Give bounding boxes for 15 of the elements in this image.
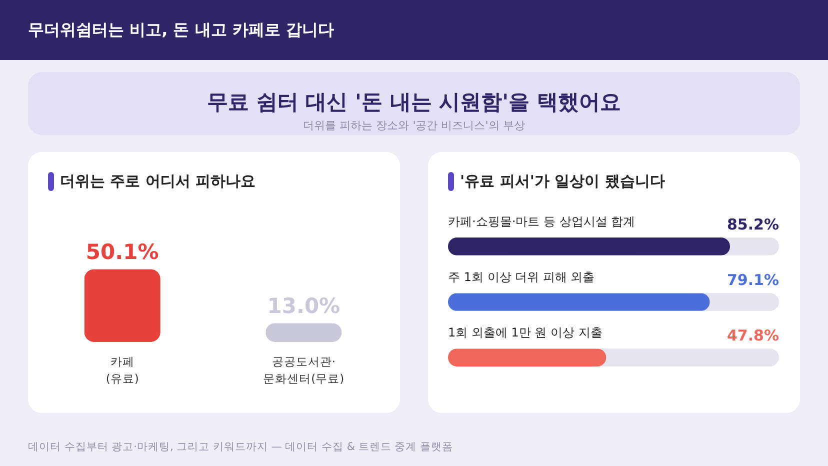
data-label: 79.1% (726, 271, 779, 289)
y-tick-label: 주 1회 이상 더위 피해 외출 (448, 270, 595, 284)
text: 데이터 수집부터 광고·마케팅, 그리고 키워드까지 — 데이터 수집 & 트렌드 중계 플랫폼 (28, 440, 454, 454)
y-tick-label: 1회 외출에 1만 원 이상 지출 (448, 326, 602, 340)
data-label: 85.2% (726, 215, 779, 234)
text: 무더위쉼터는 비고, 돈 내고 카페로 갑니다 (0, 0, 828, 60)
data-label: 47.8% (726, 326, 779, 345)
chart-title: 더위는 주로 어디서 피하나요 (60, 172, 256, 191)
data-label: 50.1% (86, 240, 159, 264)
text: 더위를 피하는 장소와 '공간 비즈니스'의 부상 (302, 118, 526, 133)
y-tick-label: 카페·쇼핑몰·마트 등 상업시설 합계 (448, 214, 636, 228)
x-tick-label: 카페 (유료) (106, 354, 139, 386)
chart-title: '유료 피서'가 일상이 됐습니다 (460, 172, 665, 191)
x-tick-label: 공공도서관· 문화센터(무료) (263, 354, 344, 386)
text: 무료 쉼터 대신 '돈 내는 시원함'을 택했어요 (206, 89, 622, 116)
